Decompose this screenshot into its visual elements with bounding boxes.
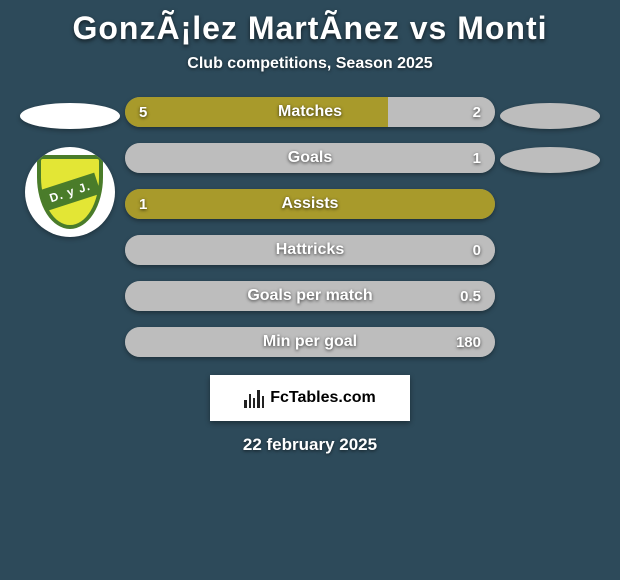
- stat-bar: Matches5 2: [125, 97, 495, 127]
- stat-label: Goals: [125, 143, 495, 173]
- stat-label: Matches: [125, 97, 495, 127]
- stat-value-right: 2: [473, 97, 481, 127]
- stat-value-left: 5: [139, 97, 147, 127]
- stat-bar: Hattricks0: [125, 235, 495, 265]
- comparison-infographic: GonzÃ¡lez MartÃ­nez vs Monti Club compet…: [0, 0, 620, 580]
- shield-icon: D. y J.: [37, 155, 103, 229]
- page-title: GonzÃ¡lez MartÃ­nez vs Monti: [72, 10, 547, 47]
- stat-bar: Min per goal180: [125, 327, 495, 357]
- stat-label: Min per goal: [125, 327, 495, 357]
- right-player-column: [495, 97, 605, 191]
- stat-value-left: 1: [139, 189, 147, 219]
- left-team-logo: D. y J.: [25, 147, 115, 237]
- right-team-ellipse: [500, 147, 600, 173]
- stat-value-right: 1: [473, 143, 481, 173]
- stat-label: Assists: [125, 189, 495, 219]
- brand-text: FcTables.com: [270, 389, 376, 407]
- stat-value-right: 0.5: [460, 281, 481, 311]
- stat-value-right: 180: [456, 327, 481, 357]
- stat-value-right: 0: [473, 235, 481, 265]
- right-player-ellipse: [500, 103, 600, 129]
- footer-date: 22 february 2025: [243, 435, 377, 455]
- subtitle: Club competitions, Season 2025: [187, 55, 432, 73]
- stat-label: Hattricks: [125, 235, 495, 265]
- content-row: D. y J. Matches52Goals1Assists1Hattricks…: [0, 97, 620, 357]
- shield-text: D. y J.: [48, 179, 93, 205]
- left-player-ellipse: [20, 103, 120, 129]
- brand-box: FcTables.com: [210, 375, 410, 421]
- stat-label: Goals per match: [125, 281, 495, 311]
- stat-bar: Goals per match0.5: [125, 281, 495, 311]
- bars-icon: [244, 388, 264, 408]
- left-player-column: D. y J.: [15, 97, 125, 237]
- stat-bar: Assists1: [125, 189, 495, 219]
- stats-bars: Matches52Goals1Assists1Hattricks0Goals p…: [125, 97, 495, 357]
- stat-bar: Goals1: [125, 143, 495, 173]
